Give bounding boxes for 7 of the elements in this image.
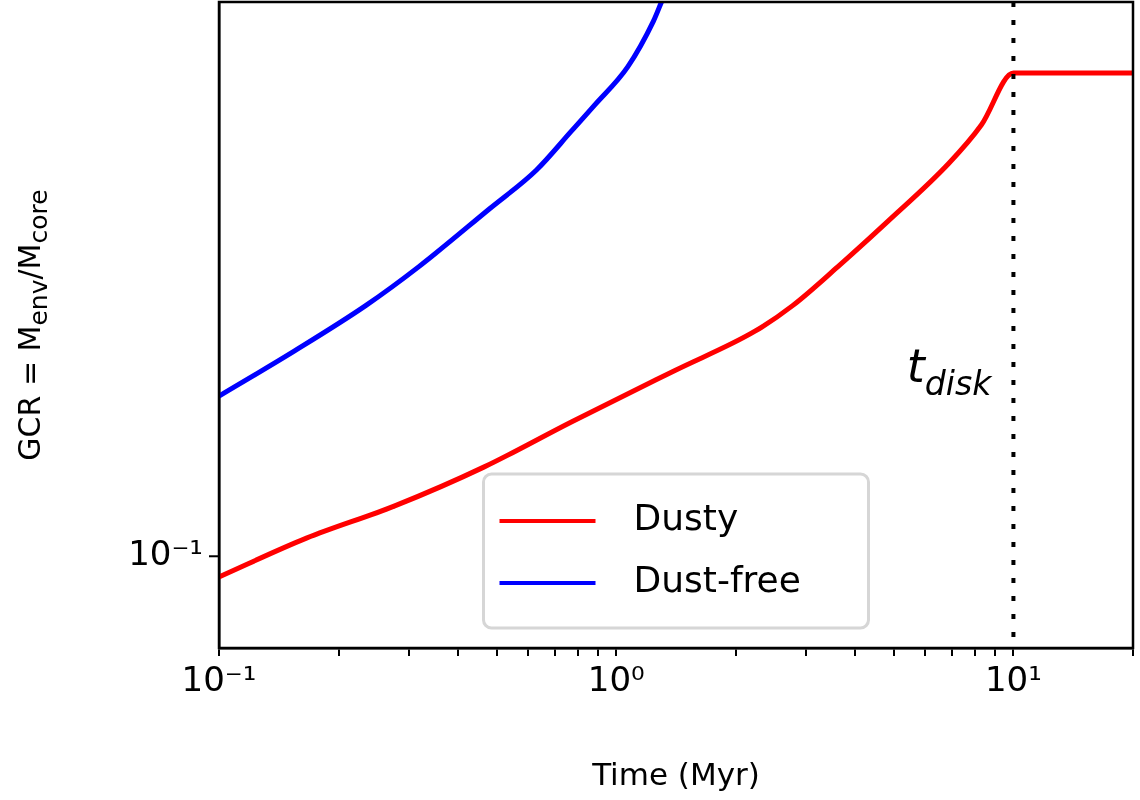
x-tick-label: 10⁻¹ [181, 659, 257, 700]
x-axis-title: Time (Myr) [591, 756, 760, 793]
legend-label: Dust-free [633, 559, 801, 601]
text: 10⁻¹ [128, 533, 203, 574]
x-tick-label: 10⁰ [587, 659, 645, 700]
x-tick-label: 10¹ [984, 659, 1042, 700]
legend-label: Dusty [633, 497, 739, 539]
